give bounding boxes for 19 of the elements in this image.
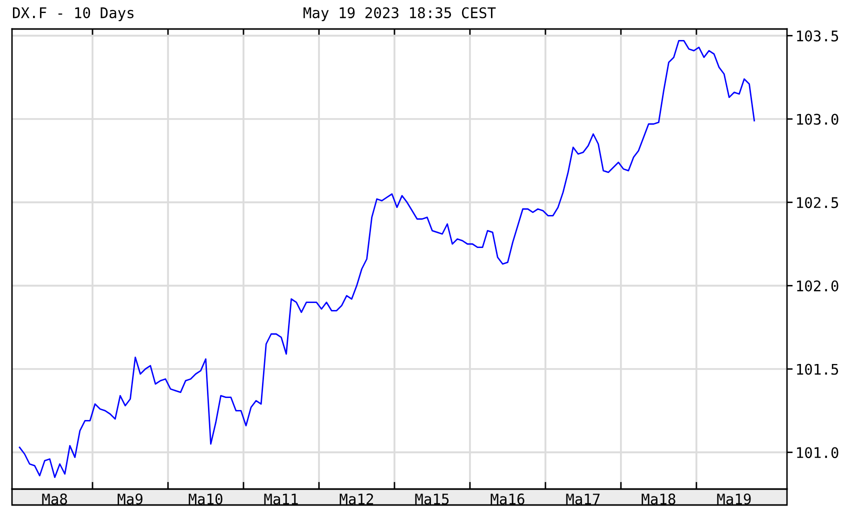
x-tick-label: Ma17 xyxy=(566,494,600,505)
chart-title: DX.F - 10 Days xyxy=(12,7,134,22)
y-tick-label: 101.0 xyxy=(797,447,838,458)
y-tick-label: 103.0 xyxy=(797,114,838,125)
x-tick-label: Ma11 xyxy=(264,494,298,505)
x-tick-label: Ma15 xyxy=(415,494,449,505)
line-series xyxy=(18,40,755,478)
x-tick-label: Ma18 xyxy=(642,494,676,505)
y-tick-label: 103.5 xyxy=(797,30,838,42)
x-tick-label: Ma8 xyxy=(42,494,68,505)
x-tick-label: Ma12 xyxy=(340,494,374,505)
y-tick-label: 102.5 xyxy=(797,197,838,208)
y-tick-label: 102.0 xyxy=(797,280,838,292)
chart-subtitle: May 19 2023 18:35 CEST xyxy=(304,7,496,22)
x-tick-label: Ma16 xyxy=(490,494,524,505)
x-tick-label: Ma9 xyxy=(118,494,142,505)
x-tick-label: Ma10 xyxy=(188,494,222,505)
x-tick-label: Ma19 xyxy=(717,494,751,505)
y-tick-label: 101.5 xyxy=(797,364,838,375)
